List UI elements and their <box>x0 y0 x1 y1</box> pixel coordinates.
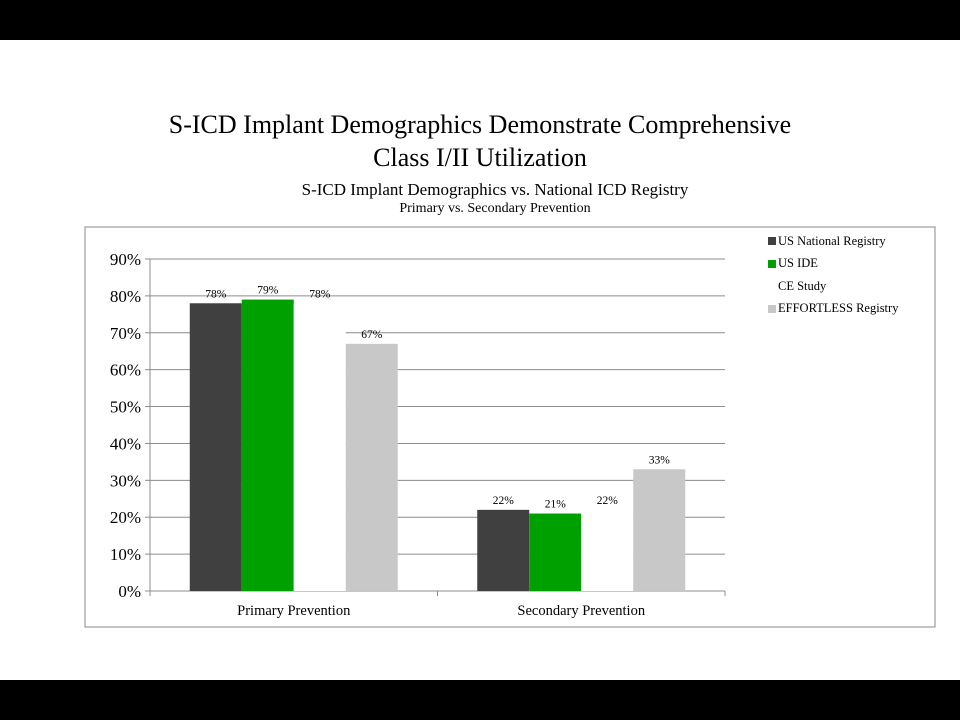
bar <box>477 509 530 591</box>
top-black-bar <box>0 0 960 40</box>
legend-item-us-national-registry: US National Registry <box>768 230 898 253</box>
data-label: 22% <box>597 495 619 507</box>
legend-label: EFFORTLESS Registry <box>778 301 899 316</box>
y-tick-label: 30% <box>110 471 141 490</box>
y-tick-label: 70% <box>110 324 141 343</box>
legend-label: US National Registry <box>778 233 886 248</box>
data-label: 33% <box>649 454 671 466</box>
y-tick-label: 0% <box>118 582 141 601</box>
data-label: 79% <box>257 285 279 297</box>
legend-label: CE Study <box>778 278 827 293</box>
y-tick-label: 40% <box>110 434 141 453</box>
legend-swatch <box>768 259 776 268</box>
bar <box>633 469 686 591</box>
bar <box>345 343 398 591</box>
data-label: 22% <box>493 495 515 507</box>
bar <box>581 509 634 591</box>
y-tick-label: 10% <box>110 545 141 564</box>
legend-swatch <box>768 282 776 291</box>
legend-item-ce-study: CE Study <box>768 275 898 298</box>
x-category-label: Secondary Prevention <box>517 603 645 619</box>
slide-title-line-2: Class I/II Utilization <box>373 143 587 172</box>
bar <box>293 303 346 591</box>
y-tick-label: 20% <box>110 508 141 527</box>
y-tick-label: 50% <box>110 398 141 417</box>
data-label: 67% <box>361 329 383 341</box>
data-label: 78% <box>309 288 331 300</box>
bottom-black-bar <box>0 680 960 720</box>
legend-swatch <box>768 304 776 313</box>
legend-label: US IDE <box>778 256 818 271</box>
y-tick-label: 60% <box>110 361 141 380</box>
legend-item-effortless-registry: EFFORTLESS Registry <box>768 298 898 321</box>
data-label: 21% <box>545 499 567 511</box>
bar <box>529 513 582 591</box>
y-tick-label: 80% <box>110 287 141 306</box>
chart-subtitle: Primary vs. Secondary Prevention <box>399 201 591 216</box>
slide-title: S-ICD Implant Demographics Demonstrate C… <box>0 108 960 174</box>
legend-item-us-ide: US IDE <box>768 253 898 276</box>
bar <box>189 303 242 591</box>
x-category-label: Primary Prevention <box>237 603 351 619</box>
data-label: 78% <box>205 288 227 300</box>
bar <box>241 299 294 591</box>
y-tick-label: 90% <box>110 250 141 269</box>
slide-title-line-1: S-ICD Implant Demographics Demonstrate C… <box>168 110 792 139</box>
chart-legend: US National Registry US IDE CE Study EFF… <box>768 230 898 320</box>
chart-area-border <box>84 226 936 628</box>
legend-swatch <box>768 237 776 246</box>
chart-title: S-ICD Implant Demographics vs. National … <box>301 180 689 199</box>
